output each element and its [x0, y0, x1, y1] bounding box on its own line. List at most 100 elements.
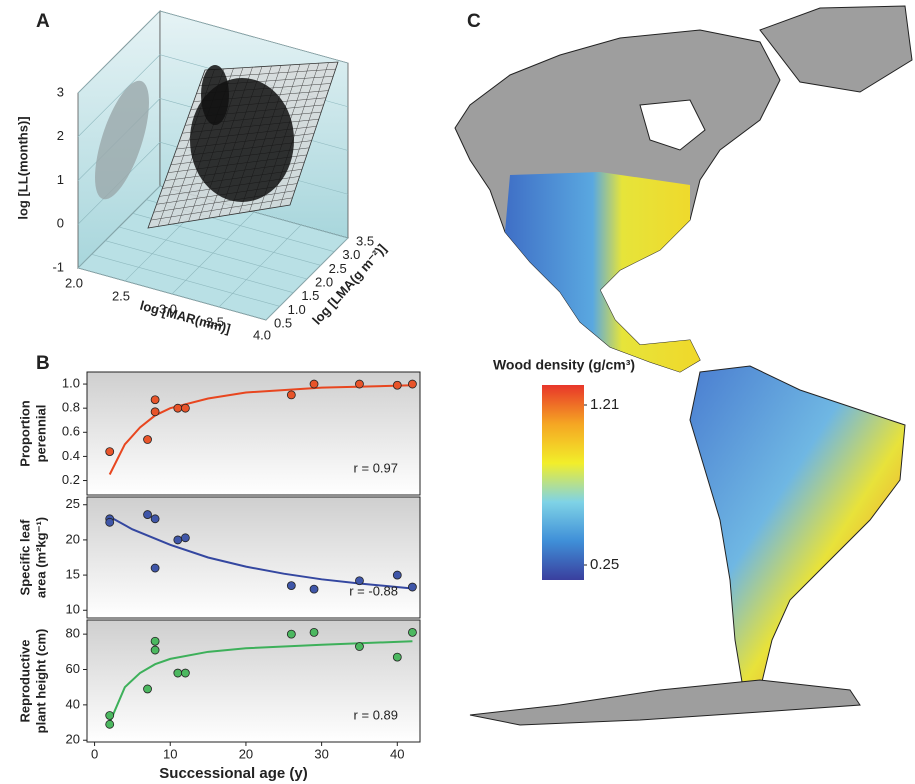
- point: [355, 576, 364, 586]
- y-tick-label: 3.0: [342, 247, 360, 262]
- y-tick-label: 20: [66, 531, 80, 546]
- z-tick-label: 2: [57, 128, 64, 143]
- colorbar-tick-label: 1.21: [590, 396, 619, 413]
- panel-b: 0.2 0.4 0.6 0.8 1.0 Proportion perennial r = 0.…: [17, 353, 421, 782]
- y-tick-label: 1.5: [301, 288, 319, 303]
- colorbar: [542, 385, 584, 580]
- panel-label: C: [467, 11, 481, 32]
- point: [286, 581, 296, 591]
- south-america: [689, 365, 906, 701]
- panel-label: A: [36, 11, 50, 32]
- point: [355, 642, 364, 651]
- grid-line: [118, 226, 308, 280]
- y-tick-label: 1.0: [62, 375, 80, 390]
- y-tick-label: 20: [66, 732, 80, 747]
- annotation: r = -0.88: [349, 583, 398, 598]
- point: [143, 510, 152, 519]
- x-tick-label: 0: [91, 746, 98, 761]
- point: [105, 447, 115, 456]
- y-tick-label: 1.0: [288, 302, 306, 317]
- panel-a: -101232.02.53.03.54.00.51.01.52.02.53.03…: [15, 10, 389, 342]
- panel-label: B: [36, 353, 50, 374]
- point: [180, 668, 190, 678]
- panel-c: C 1.21 0.25 Wood density (g/cm³): [454, 5, 913, 726]
- point: [150, 407, 160, 417]
- point: [105, 719, 115, 729]
- antarctica: [469, 679, 861, 726]
- point: [392, 570, 402, 580]
- z-tick-label: 1: [57, 172, 64, 187]
- z-tick-label: 0: [57, 216, 64, 231]
- y-tick-label: 15: [66, 567, 80, 582]
- y-tick-label: 2.5: [329, 261, 347, 276]
- grid-line: [91, 254, 280, 307]
- point: [105, 517, 115, 527]
- point: [150, 514, 160, 524]
- greenland: [759, 5, 913, 93]
- y-axis-label: Proportion: [17, 400, 32, 466]
- point: [105, 711, 115, 720]
- point: [392, 652, 402, 662]
- fit-line: [109, 515, 413, 590]
- y-tick-label: 2.0: [315, 274, 333, 289]
- annotation: r = 0.97: [354, 460, 398, 475]
- y-tick-label: 80: [66, 626, 80, 641]
- point: [408, 627, 417, 637]
- y-tick-label: 0.4: [62, 448, 80, 463]
- point: [150, 636, 160, 646]
- x-axis-label: Successional age (y): [159, 765, 307, 782]
- x-tick-label: 3.5: [206, 314, 224, 329]
- y-axis-label: area (m²kg⁻¹): [33, 517, 48, 598]
- y-tick-label: 60: [66, 661, 80, 676]
- colorbar-title: Wood density (g/cm³): [493, 357, 635, 373]
- y-axis-label: Specific leaf: [17, 519, 32, 596]
- north-america-data: [505, 172, 700, 372]
- point: [150, 563, 160, 573]
- grid-line: [77, 267, 267, 321]
- point: [180, 403, 190, 413]
- shadow-cloud: [95, 80, 149, 200]
- y-tick-label: 0.6: [62, 424, 80, 439]
- point: [173, 535, 183, 545]
- y-axis-label: perennial: [33, 405, 48, 463]
- point: [173, 403, 183, 413]
- point: [309, 584, 319, 594]
- z-tick-label: -1: [52, 259, 64, 274]
- point: [150, 645, 160, 655]
- point: [355, 379, 364, 389]
- point: [392, 380, 402, 390]
- colorbar-tick-label: 0.25: [590, 556, 619, 573]
- plot-area: [86, 496, 421, 619]
- point-cloud: [201, 65, 229, 125]
- z-tick-label: 3: [57, 84, 64, 99]
- grid-line: [77, 10, 349, 94]
- x-tick-label: 2.5: [112, 288, 130, 303]
- hudson-bay: [639, 99, 706, 151]
- point: [180, 533, 190, 543]
- plot-area: [86, 371, 421, 496]
- x-tick-label: 10: [163, 746, 177, 761]
- x-tick-label: 4.0: [253, 327, 271, 342]
- point: [150, 395, 160, 405]
- x-tick-label: 2.0: [65, 275, 83, 290]
- y-tick-label: 0.8: [62, 400, 80, 415]
- point: [173, 668, 183, 678]
- x-tick-label: 3.0: [159, 301, 177, 316]
- x-tick-label: 20: [239, 746, 253, 761]
- y-tick-label: 25: [66, 496, 80, 511]
- x-tick-label: 30: [314, 746, 328, 761]
- point: [286, 629, 296, 639]
- annotation: r = 0.89: [354, 707, 398, 722]
- point: [143, 684, 152, 694]
- point: [309, 379, 319, 389]
- point: [408, 582, 417, 592]
- z-axis-label: log [LL(months)]: [15, 116, 30, 219]
- y-tick-label: 3.5: [356, 233, 374, 248]
- y-tick-label: 0.5: [274, 315, 292, 330]
- point: [286, 390, 296, 400]
- point: [309, 627, 319, 637]
- y-axis-label: plant height (cm): [33, 629, 48, 734]
- point: [143, 435, 152, 444]
- y-axis-label: Reproductive: [17, 639, 32, 722]
